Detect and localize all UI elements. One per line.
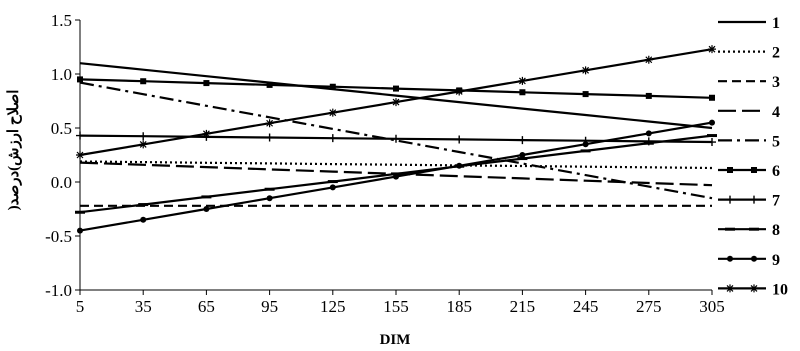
legend-7-label: 7: [772, 193, 780, 210]
x-tick-label: 185: [446, 297, 472, 316]
data-point-circle: [582, 141, 589, 148]
x-tick-label: 275: [636, 297, 662, 316]
data-point-plus: [455, 135, 464, 144]
data-point-circle: [456, 162, 463, 169]
data-point-star: [202, 129, 211, 138]
data-point-square: [582, 91, 589, 98]
data-point-circle: [709, 119, 715, 126]
legend-9-label: 9: [772, 252, 780, 269]
legend-10-label: 10: [772, 281, 788, 298]
y-tick-label: 1.5: [51, 11, 72, 30]
data-point-circle: [203, 206, 210, 212]
y-tick-label: 1.0: [51, 65, 72, 84]
data-point-square: [329, 83, 336, 90]
x-tick-label: 125: [320, 297, 346, 316]
data-point-square: [727, 167, 733, 173]
legend-6-label: 6: [772, 163, 780, 180]
data-point-plus: [265, 133, 274, 142]
data-point-square: [751, 167, 757, 173]
legend-2-label: 2: [772, 45, 780, 62]
data-point-circle: [519, 152, 526, 158]
x-tick-label: 65: [198, 297, 215, 316]
legend-3-label: 3: [772, 74, 780, 91]
data-point-circle: [266, 195, 273, 202]
data-point-plus: [328, 134, 337, 143]
legend: 1 2 3 4 5 6 7 8 9 10: [718, 15, 788, 298]
data-point-plus: [392, 134, 400, 143]
data-point-plus: [518, 136, 527, 145]
data-point-square: [645, 92, 652, 99]
data-point-star: [455, 87, 464, 96]
x-tick-label: 5: [76, 297, 85, 316]
y-tick-label: 0.5: [51, 119, 72, 138]
y-tick-label: -0.5: [45, 227, 72, 246]
data-point-star: [139, 140, 148, 149]
legend-1-label: 1: [772, 15, 780, 32]
legend-5-label: 5: [772, 133, 780, 150]
series-1-line: [79, 62, 713, 130]
data-point-star: [726, 284, 734, 293]
x-tick-label: 155: [383, 297, 409, 316]
data-point-star: [265, 119, 274, 128]
data-point-square: [393, 85, 399, 92]
data-point-star: [708, 45, 716, 54]
data-point-square: [203, 80, 210, 87]
series-2-line: [79, 160, 713, 170]
data-point-square: [266, 81, 273, 88]
data-point-star: [581, 66, 590, 75]
x-tick-label: 35: [135, 297, 152, 316]
data-point-star: [328, 108, 337, 117]
y-axis-title: اصلاح ارزش)درصد(: [6, 90, 22, 211]
legend-8-label: 8: [772, 222, 780, 239]
axes: -1.0 -0.5 0.0 0.5 1.0 1.5 5 35 65 95 125 155 185 215 2…: [45, 11, 725, 316]
data-point-star: [392, 98, 400, 107]
data-point-star: [518, 76, 527, 85]
data-point-circle: [751, 255, 757, 262]
data-point-circle: [645, 130, 652, 137]
y-tick-label: 0.0: [51, 173, 72, 192]
x-tick-label: 95: [261, 297, 278, 316]
plot-area: [75, 45, 717, 234]
data-point-plus: [708, 138, 716, 147]
data-point-circle: [393, 173, 399, 180]
data-point-circle: [329, 184, 336, 191]
x-tick-label: 215: [510, 297, 536, 316]
data-point-circle: [727, 255, 733, 262]
x-tick-label: 245: [573, 297, 599, 316]
data-point-plus: [750, 195, 758, 204]
data-point-plus: [726, 195, 734, 204]
data-point-star: [644, 55, 653, 64]
data-point-square: [519, 89, 526, 96]
y-tick-label: -1.0: [45, 281, 72, 300]
data-point-plus: [139, 132, 148, 141]
x-tick-label: 305: [699, 297, 725, 316]
data-point-circle: [140, 216, 147, 223]
data-point-square: [140, 78, 147, 85]
x-axis-title: DIM: [380, 332, 411, 348]
data-point-star: [750, 284, 758, 293]
data-point-square: [709, 94, 715, 101]
legend-4-label: 4: [772, 104, 780, 121]
